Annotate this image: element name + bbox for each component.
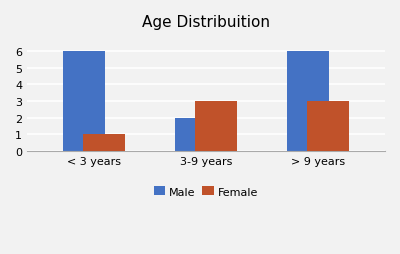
Bar [175, 118, 217, 151]
Bar [63, 52, 105, 151]
Bar [83, 135, 126, 151]
Bar [286, 52, 329, 151]
Bar [307, 102, 349, 151]
Bar [195, 102, 237, 151]
Title: Age Distribuition: Age Distribuition [142, 15, 270, 30]
Legend: Male, Female: Male, Female [149, 182, 263, 201]
